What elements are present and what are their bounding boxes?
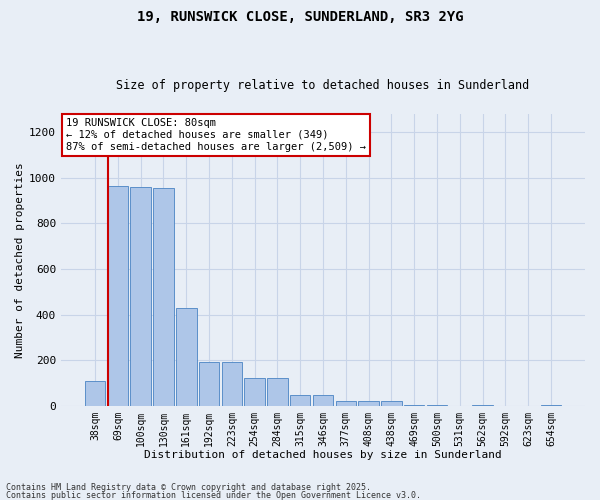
Y-axis label: Number of detached properties: Number of detached properties bbox=[15, 162, 25, 358]
Bar bbox=[404, 404, 424, 406]
Text: 19 RUNSWICK CLOSE: 80sqm
← 12% of detached houses are smaller (349)
87% of semi-: 19 RUNSWICK CLOSE: 80sqm ← 12% of detach… bbox=[66, 118, 366, 152]
Bar bbox=[335, 401, 356, 406]
X-axis label: Distribution of detached houses by size in Sunderland: Distribution of detached houses by size … bbox=[144, 450, 502, 460]
Bar bbox=[358, 401, 379, 406]
Bar bbox=[107, 186, 128, 406]
Bar bbox=[427, 404, 447, 406]
Bar bbox=[313, 396, 333, 406]
Bar bbox=[381, 401, 401, 406]
Bar bbox=[199, 362, 220, 406]
Text: 19, RUNSWICK CLOSE, SUNDERLAND, SR3 2YG: 19, RUNSWICK CLOSE, SUNDERLAND, SR3 2YG bbox=[137, 10, 463, 24]
Text: Contains HM Land Registry data © Crown copyright and database right 2025.: Contains HM Land Registry data © Crown c… bbox=[6, 484, 371, 492]
Bar bbox=[267, 378, 287, 406]
Bar bbox=[290, 396, 310, 406]
Text: Contains public sector information licensed under the Open Government Licence v3: Contains public sector information licen… bbox=[6, 490, 421, 500]
Bar bbox=[153, 188, 174, 406]
Bar bbox=[221, 362, 242, 406]
Bar bbox=[472, 404, 493, 406]
Bar bbox=[541, 404, 561, 406]
Bar bbox=[244, 378, 265, 406]
Bar bbox=[130, 187, 151, 406]
Title: Size of property relative to detached houses in Sunderland: Size of property relative to detached ho… bbox=[116, 79, 530, 92]
Bar bbox=[176, 308, 197, 406]
Bar bbox=[85, 380, 106, 406]
